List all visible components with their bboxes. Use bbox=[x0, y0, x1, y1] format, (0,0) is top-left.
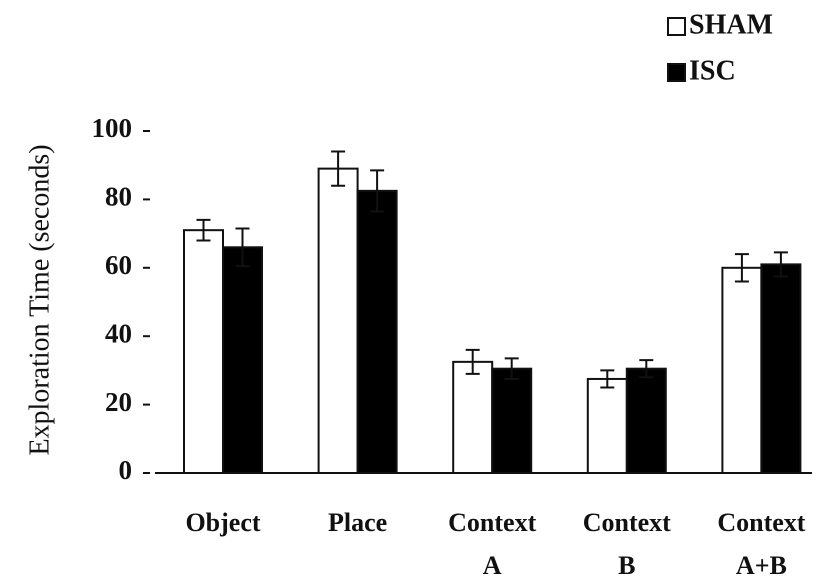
bar bbox=[317, 167, 359, 474]
error-bar bbox=[639, 359, 654, 379]
x-tick-label: Object bbox=[185, 508, 260, 537]
bar bbox=[356, 189, 398, 474]
y-axis-label: Exploration Time (seconds) bbox=[24, 144, 55, 455]
error-bar bbox=[370, 169, 385, 213]
bar bbox=[491, 367, 533, 474]
x-tick-label-line: Object bbox=[185, 508, 260, 537]
y-tick-label: 60 bbox=[105, 250, 132, 280]
x-tick-label: Place bbox=[328, 508, 387, 537]
bar bbox=[625, 367, 667, 474]
error-bar bbox=[465, 348, 480, 375]
legend-swatch bbox=[667, 17, 686, 36]
error-bar bbox=[235, 227, 250, 268]
y-tick-label: 0 bbox=[119, 455, 133, 485]
x-tick-label-line: Context bbox=[583, 508, 671, 537]
x-tick-label: Context A bbox=[448, 508, 536, 580]
x-tick-label-line: Context bbox=[717, 508, 805, 537]
error-bar bbox=[600, 369, 615, 389]
y-tick-label: 80 bbox=[105, 182, 132, 212]
bar bbox=[721, 266, 763, 474]
x-tick-label-line: A+B bbox=[736, 551, 787, 580]
x-tick-label-line: B bbox=[618, 551, 635, 580]
y-tick-label: 40 bbox=[105, 318, 132, 348]
error-bar bbox=[734, 253, 749, 283]
legend-label: ISC bbox=[689, 55, 736, 86]
error-bar bbox=[773, 251, 788, 278]
bar bbox=[452, 360, 494, 475]
bar bbox=[760, 263, 802, 474]
error-bar bbox=[196, 218, 211, 242]
x-tick-label: Context B bbox=[583, 508, 671, 580]
x-tick-label-line: A bbox=[483, 551, 502, 580]
error-bar bbox=[331, 150, 346, 187]
x-tick-label-line: Context bbox=[448, 508, 536, 537]
y-tick-label: 20 bbox=[105, 387, 132, 417]
legend-swatch bbox=[667, 63, 686, 82]
y-tick-label: 100 bbox=[92, 113, 133, 143]
legend-label: SHAM bbox=[689, 9, 773, 40]
bar bbox=[183, 229, 224, 474]
bar bbox=[586, 377, 628, 475]
error-bar bbox=[504, 357, 519, 380]
bar bbox=[222, 246, 263, 474]
x-tick-label: Context A+B bbox=[717, 508, 805, 580]
x-tick-label-line: Place bbox=[328, 508, 387, 537]
